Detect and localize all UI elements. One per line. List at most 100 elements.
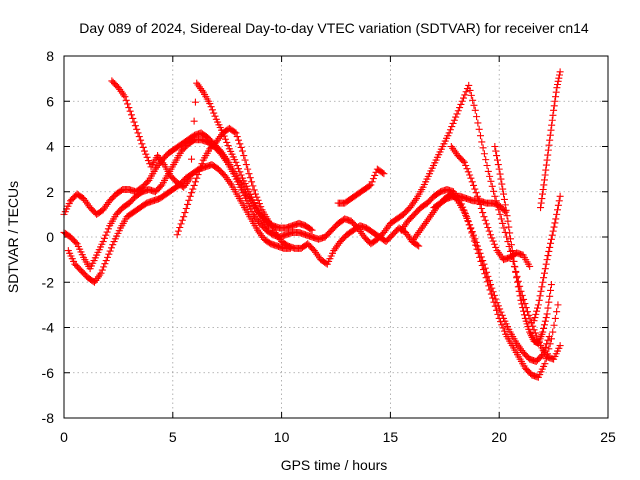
data-point [449, 119, 457, 127]
data-point [540, 269, 548, 277]
chart-title: Day 089 of 2024, Sidereal Day-to-day VTE… [79, 20, 589, 36]
data-point [553, 84, 561, 92]
data-point [483, 162, 491, 170]
data-point [484, 167, 492, 175]
data-point [233, 133, 241, 141]
data-point [102, 231, 110, 239]
data-point [547, 235, 555, 243]
data-point [517, 296, 525, 304]
data-point [532, 310, 540, 318]
data-point [232, 158, 240, 166]
data-point [134, 129, 142, 137]
data-point [533, 304, 541, 312]
data-point [538, 283, 546, 291]
data-point [496, 210, 504, 218]
data-point [547, 239, 555, 247]
data-point [551, 219, 559, 227]
data-point [544, 146, 552, 154]
data-point [546, 136, 554, 144]
data-point [485, 276, 493, 284]
data-point [487, 177, 495, 185]
data-point [514, 283, 522, 291]
data-point [98, 266, 106, 274]
data-point [499, 324, 507, 332]
data-point [472, 238, 480, 246]
data-point [467, 174, 475, 182]
data-point [479, 209, 487, 217]
data-point [500, 195, 508, 203]
x-axis-label: GPS time / hours [281, 457, 388, 473]
data-point [490, 291, 498, 299]
data-point [547, 126, 555, 134]
data-point [550, 102, 558, 110]
x-tick-label: 25 [600, 429, 616, 445]
data-point [537, 199, 545, 207]
data-point [554, 81, 562, 89]
data-point [501, 201, 509, 209]
data-point [498, 311, 506, 319]
data-point [481, 264, 489, 272]
data-point [233, 162, 241, 170]
data-point [129, 114, 137, 122]
data-point [537, 352, 545, 360]
data-point [369, 175, 377, 183]
data-point [191, 178, 199, 186]
data-point [513, 274, 521, 282]
data-point [380, 170, 388, 178]
data-point [185, 196, 193, 204]
data-point [549, 227, 557, 235]
data-point [244, 165, 252, 173]
data-point [467, 224, 475, 232]
data-point [488, 234, 496, 242]
data-point [554, 77, 562, 85]
data-point [241, 156, 249, 164]
data-point [471, 106, 479, 114]
data-point [489, 288, 497, 296]
data-point [99, 238, 107, 246]
data-point [531, 314, 539, 322]
data-point [195, 167, 203, 175]
data-point [72, 238, 80, 246]
data-point [476, 200, 484, 208]
data-point [242, 161, 250, 169]
data-point [235, 165, 243, 173]
data-point [456, 104, 464, 112]
data-point [548, 231, 556, 239]
data-point [157, 182, 165, 190]
data-point [555, 197, 563, 205]
data-point [490, 187, 498, 195]
data-point [548, 116, 556, 124]
data-point [459, 157, 467, 165]
y-tick-label: 2 [46, 184, 54, 200]
data-point [485, 227, 493, 235]
data-point [197, 163, 205, 171]
data-point [476, 249, 484, 257]
data-point [211, 112, 219, 120]
data-point [103, 228, 111, 236]
data-point [555, 71, 563, 79]
data-point [471, 235, 479, 243]
x-tick-labels: 0 5 10 15 20 25 [60, 429, 616, 445]
data-point [536, 292, 544, 300]
data-point [415, 242, 423, 250]
data-point [498, 180, 506, 188]
x-tick-label: 10 [274, 429, 290, 445]
series-arc-13 [537, 68, 564, 212]
data-point [194, 171, 202, 179]
data-point [552, 88, 560, 96]
data-point [144, 178, 152, 186]
data-point [463, 214, 471, 222]
data-point [554, 206, 562, 214]
data-point [486, 281, 494, 289]
data-point [494, 302, 502, 310]
data-point [497, 175, 505, 183]
data-point [503, 212, 511, 220]
data-point [476, 132, 484, 140]
data-point [497, 215, 505, 223]
data-point [547, 281, 555, 289]
data-point [540, 176, 548, 184]
data-point [138, 140, 146, 148]
data-point [207, 103, 215, 111]
data-point [477, 204, 485, 212]
